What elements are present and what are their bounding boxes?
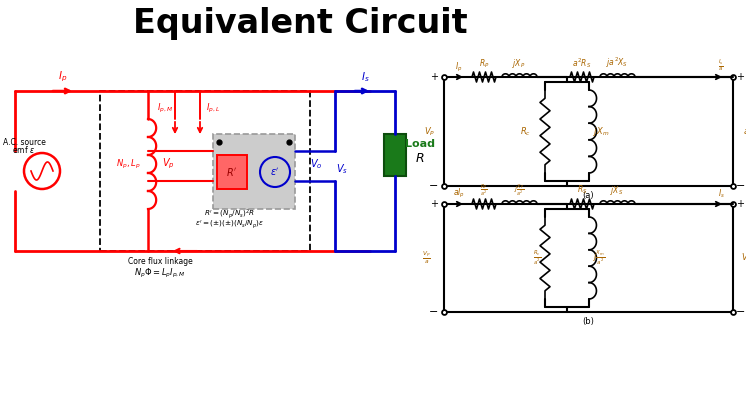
Text: Equivalent Circuit: Equivalent Circuit [133, 8, 467, 41]
Text: $R'=(N_p/N_s)^2R$: $R'=(N_p/N_s)^2R$ [204, 207, 256, 221]
Text: +: + [736, 199, 744, 209]
Text: $\frac{I_s}{a}$: $\frac{I_s}{a}$ [718, 57, 724, 73]
Text: $I_{p,M}$: $I_{p,M}$ [157, 102, 173, 115]
Text: +: + [736, 72, 744, 82]
Text: $jX_P$: $jX_P$ [513, 57, 526, 70]
Text: $j\frac{X_m}{a^2}$: $j\frac{X_m}{a^2}$ [593, 249, 606, 267]
Bar [217, 155, 247, 189]
Text: −: − [736, 307, 745, 317]
Text: $V_o$: $V_o$ [310, 157, 322, 171]
Text: Core flux linkage: Core flux linkage [128, 257, 192, 266]
Text: $I_p$: $I_p$ [58, 69, 68, 84]
Text: $j\frac{X_P}{a^2}$: $j\frac{X_P}{a^2}$ [514, 182, 524, 198]
Text: $\varepsilon'$: $\varepsilon'$ [270, 166, 280, 178]
Text: $I_s$: $I_s$ [718, 187, 724, 200]
Text: −: − [429, 307, 438, 317]
Text: $V_P$: $V_P$ [424, 126, 436, 138]
Bar [100, 91, 310, 251]
Text: $R'$: $R'$ [226, 166, 238, 178]
Text: $R_P$: $R_P$ [479, 57, 489, 69]
Text: $\frac{V_P}{a}$: $\frac{V_P}{a}$ [421, 250, 430, 266]
Text: $N_p\Phi=L_pI_{p,M}$: $N_p\Phi=L_pI_{p,M}$ [134, 267, 186, 280]
Text: $R_c$: $R_c$ [520, 125, 531, 138]
Text: $aI_p$: $aI_p$ [453, 188, 465, 201]
Text: $V_S$: $V_S$ [742, 252, 746, 264]
Text: emf $\varepsilon$: emf $\varepsilon$ [13, 144, 36, 155]
Text: $a^2R_S$: $a^2R_S$ [572, 55, 592, 69]
Text: $jX_S$: $jX_S$ [610, 184, 624, 197]
Text: Load: Load [405, 139, 435, 149]
Text: $V_s$: $V_s$ [336, 162, 348, 176]
Text: $I_{p,L}$: $I_{p,L}$ [206, 102, 220, 115]
Text: $R$: $R$ [416, 152, 424, 166]
Text: A.C. source: A.C. source [2, 138, 46, 147]
Text: +: + [430, 72, 438, 82]
Text: $\frac{R_P}{a^2}$: $\frac{R_P}{a^2}$ [480, 182, 488, 198]
Text: (a): (a) [583, 191, 595, 200]
Text: $\varepsilon'= (\pm)(\pm)(N_s/N_p)\varepsilon$: $\varepsilon'= (\pm)(\pm)(N_s/N_p)\varep… [195, 219, 265, 231]
Text: $I_p$: $I_p$ [455, 60, 463, 73]
Text: $R_S$: $R_S$ [577, 184, 587, 196]
Bar [384, 134, 406, 176]
Text: $\frac{R_c}{a^2}$: $\frac{R_c}{a^2}$ [533, 249, 541, 267]
Text: −: − [736, 181, 745, 191]
Text: $ja^2X_S$: $ja^2X_S$ [606, 55, 628, 70]
Text: +: + [430, 199, 438, 209]
Text: −: − [429, 181, 438, 191]
Text: $N_p, L_p$: $N_p, L_p$ [116, 158, 140, 170]
Text: (b): (b) [583, 317, 595, 326]
Bar [213, 134, 295, 209]
Text: $jX_m$: $jX_m$ [593, 125, 609, 138]
Text: $V_p$: $V_p$ [162, 157, 175, 171]
Text: $I_s$: $I_s$ [360, 70, 369, 84]
Text: $aV_S$: $aV_S$ [743, 126, 746, 138]
